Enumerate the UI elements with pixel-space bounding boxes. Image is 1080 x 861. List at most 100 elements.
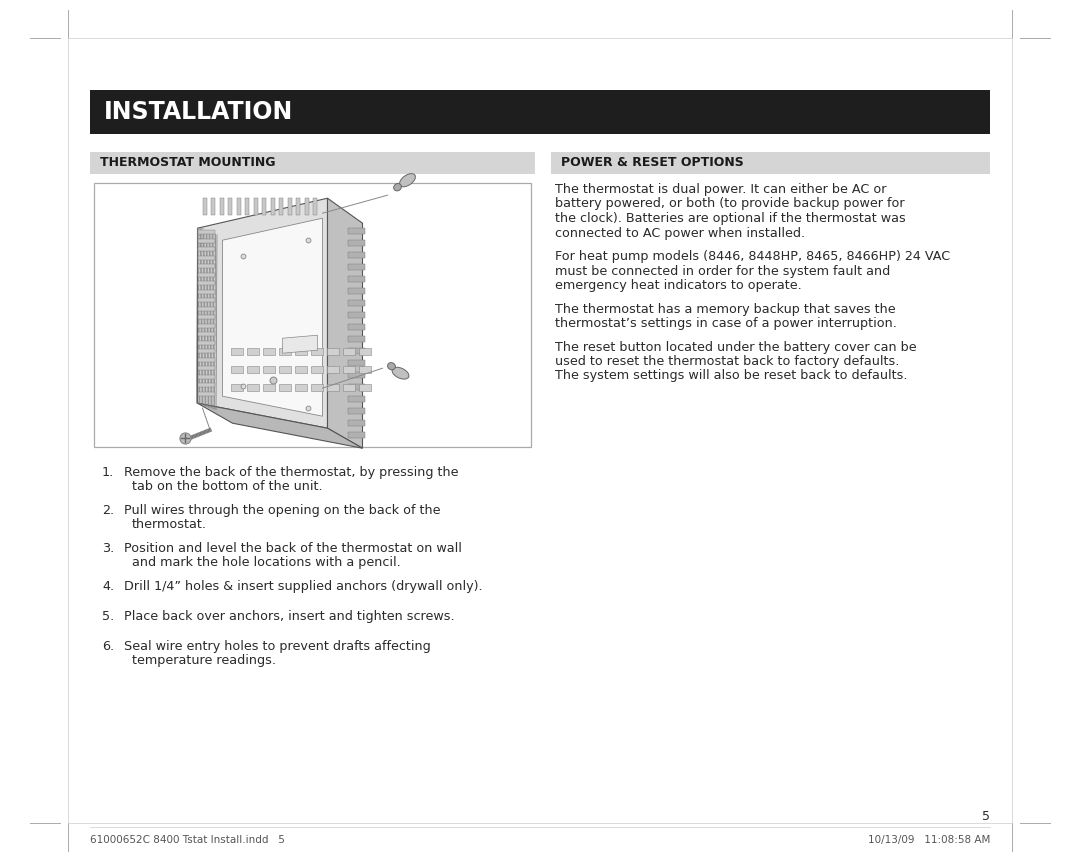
Bar [262,366,274,373]
Bar [359,384,370,391]
Text: 4.: 4. [102,580,114,593]
Bar [198,392,215,396]
Bar [287,198,292,215]
Text: The thermostat is dual power. It can either be AC or: The thermostat is dual power. It can eit… [555,183,887,196]
Bar [311,348,323,356]
Bar [198,357,215,362]
Bar [279,348,291,356]
Text: used to reset the thermostat back to factory defaults.: used to reset the thermostat back to fac… [555,355,900,368]
Bar [348,348,365,354]
Text: Seal wire entry holes to prevent drafts affecting: Seal wire entry holes to prevent drafts … [124,640,431,653]
Text: Drill 1/4” holes & insert supplied anchors (drywall only).: Drill 1/4” holes & insert supplied ancho… [124,580,483,593]
Bar [279,198,283,215]
Bar [326,366,338,373]
Text: connected to AC power when installed.: connected to AC power when installed. [555,226,805,239]
Bar [198,341,215,344]
Text: 5.: 5. [102,610,114,623]
Bar [326,348,338,356]
Bar [237,198,241,215]
Bar [348,408,365,414]
Bar [246,384,258,391]
Bar [295,384,307,391]
Text: emergency heat indicators to operate.: emergency heat indicators to operate. [555,279,801,292]
Bar [311,384,323,391]
Ellipse shape [392,368,409,379]
Bar [198,247,215,251]
Bar [198,307,215,311]
Bar [295,366,307,373]
Bar [219,198,224,215]
Ellipse shape [400,174,416,187]
Bar [348,276,365,282]
Text: 2.: 2. [102,504,114,517]
Text: battery powered, or both (to provide backup power for: battery powered, or both (to provide bac… [555,197,905,210]
Bar [359,348,370,356]
Bar [348,384,365,390]
Bar [262,384,274,391]
Bar [359,366,370,373]
Text: must be connected in order for the system fault and: must be connected in order for the syste… [555,264,890,277]
Bar [211,198,215,215]
Bar [348,325,365,331]
Bar [198,350,215,353]
Polygon shape [283,335,318,353]
Bar [326,384,338,391]
Text: 5: 5 [982,810,990,823]
Text: thermostat.: thermostat. [132,518,207,531]
Text: POWER & RESET OPTIONS: POWER & RESET OPTIONS [561,157,744,170]
Bar [296,198,300,215]
Bar [198,383,215,387]
Bar [342,384,354,391]
Polygon shape [327,198,363,449]
Bar [270,198,274,215]
Bar [262,348,274,356]
Bar [254,198,257,215]
Bar [198,238,215,243]
Bar [348,252,365,258]
Text: 6.: 6. [102,640,114,653]
Bar [230,384,243,391]
Bar [348,432,365,438]
Bar [198,282,215,285]
Bar [90,152,535,174]
Bar [230,366,243,373]
Bar [295,348,307,356]
Text: the clock). Batteries are optional if the thermostat was: the clock). Batteries are optional if th… [555,212,906,225]
Text: Position and level the back of the thermostat on wall: Position and level the back of the therm… [124,542,462,555]
Text: Remove the back of the thermostat, by pressing the: Remove the back of the thermostat, by pr… [124,466,459,479]
Bar [348,360,365,366]
Bar [348,264,365,270]
Bar [348,228,365,234]
Bar [313,198,318,215]
Bar [230,348,243,356]
Bar [198,273,215,276]
Ellipse shape [393,183,402,191]
Bar [198,230,215,234]
Bar [94,183,531,447]
Bar [198,289,215,294]
Bar [245,198,249,215]
Polygon shape [222,218,323,416]
Bar [198,315,215,319]
Bar [90,90,990,134]
Bar [198,264,215,268]
Text: The reset button located under the battery cover can be: The reset button located under the batte… [555,340,917,354]
Text: thermostat’s settings in case of a power interruption.: thermostat’s settings in case of a power… [555,317,896,330]
Bar [551,152,990,174]
Text: For heat pump models (8446, 8448HP, 8465, 8466HP) 24 VAC: For heat pump models (8446, 8448HP, 8465… [555,250,950,263]
Text: Pull wires through the opening on the back of the: Pull wires through the opening on the ba… [124,504,441,517]
Bar [348,240,365,246]
Text: INSTALLATION: INSTALLATION [104,100,294,124]
Bar [348,313,365,319]
Text: Place back over anchors, insert and tighten screws.: Place back over anchors, insert and tigh… [124,610,455,623]
Bar [198,375,215,379]
Bar [198,324,215,328]
Polygon shape [198,198,327,428]
Bar [198,366,215,370]
Bar [279,366,291,373]
Text: and mark the hole locations with a pencil.: and mark the hole locations with a penci… [132,556,401,569]
Bar [348,420,365,426]
Bar [203,198,206,215]
Bar [228,198,232,215]
Bar [246,366,258,373]
